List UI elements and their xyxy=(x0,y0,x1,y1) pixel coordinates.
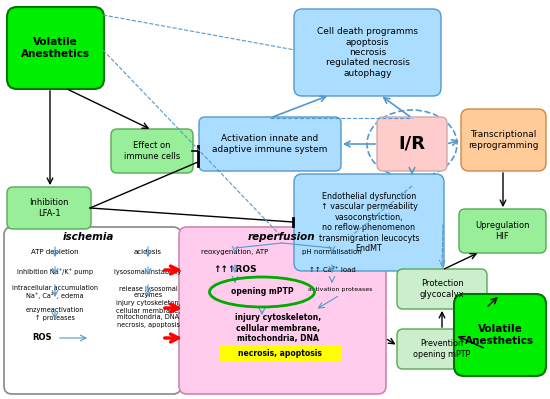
FancyBboxPatch shape xyxy=(219,345,341,361)
Text: Volatile
Anesthetics: Volatile Anesthetics xyxy=(465,324,535,346)
Text: intracellular accumulation
Na⁺, Ca²⁺, edema: intracellular accumulation Na⁺, Ca²⁺, ed… xyxy=(12,285,98,299)
Text: activation proteases: activation proteases xyxy=(308,288,372,292)
Text: Prevention
opening mPTP: Prevention opening mPTP xyxy=(414,339,471,359)
Text: opening mPTP: opening mPTP xyxy=(230,288,293,296)
Text: enzymeactivation
↑ proteases: enzymeactivation ↑ proteases xyxy=(26,307,84,320)
FancyBboxPatch shape xyxy=(461,109,546,171)
FancyBboxPatch shape xyxy=(7,7,104,89)
Text: Endothelial dysfunction
↑ vascular permeability
vasoconstriction,
no reflow phen: Endothelial dysfunction ↑ vascular perme… xyxy=(319,192,419,253)
Text: injury cytoskeleton,
cellular membrane,
mitochondria, DNA
necrosis, apoptosis: injury cytoskeleton, cellular membrane, … xyxy=(116,300,180,328)
Text: Volatile
Anesthetics: Volatile Anesthetics xyxy=(21,37,90,59)
FancyBboxPatch shape xyxy=(179,227,386,394)
Text: lysosomal instability: lysosomal instability xyxy=(114,269,182,275)
FancyBboxPatch shape xyxy=(397,269,487,309)
Text: Upregulation
HIF: Upregulation HIF xyxy=(475,221,530,241)
Text: acidosis: acidosis xyxy=(134,249,162,255)
FancyBboxPatch shape xyxy=(377,117,447,171)
FancyBboxPatch shape xyxy=(111,129,193,173)
Text: inhibition Na⁺/K⁺ pump: inhibition Na⁺/K⁺ pump xyxy=(17,269,93,275)
Text: ROS: ROS xyxy=(32,334,52,342)
Text: ↑↑ Ca²⁺ load: ↑↑ Ca²⁺ load xyxy=(309,267,355,273)
FancyBboxPatch shape xyxy=(7,187,91,229)
Text: Transcriptional
reprogramming: Transcriptional reprogramming xyxy=(468,130,539,150)
Text: release lysosomal
enzymes: release lysosomal enzymes xyxy=(119,286,177,298)
FancyBboxPatch shape xyxy=(459,209,546,253)
Text: Cell death programms
apoptosis
necrosis
regulated necrosis
autophagy: Cell death programms apoptosis necrosis … xyxy=(317,27,418,78)
Text: reoxygenation, ATP: reoxygenation, ATP xyxy=(201,249,268,255)
Text: ATP depletion: ATP depletion xyxy=(31,249,79,255)
Text: ischemia: ischemia xyxy=(62,232,114,242)
Text: necrosis, apoptosis: necrosis, apoptosis xyxy=(238,348,322,358)
Text: reperfusion: reperfusion xyxy=(248,232,316,242)
Text: Effect on
immune cells: Effect on immune cells xyxy=(124,141,180,161)
FancyBboxPatch shape xyxy=(294,174,444,271)
FancyBboxPatch shape xyxy=(294,9,441,96)
FancyBboxPatch shape xyxy=(397,329,487,369)
Text: pH normalisation: pH normalisation xyxy=(302,249,362,255)
Text: Protection
glycocalyx: Protection glycocalyx xyxy=(420,279,464,299)
FancyBboxPatch shape xyxy=(454,294,546,376)
Text: Inhibition
LFA-1: Inhibition LFA-1 xyxy=(29,198,69,218)
Text: ↑↑↑ROS: ↑↑↑ROS xyxy=(213,265,257,275)
Text: I/R: I/R xyxy=(399,135,426,153)
Text: Activation innate and
adaptive immune system: Activation innate and adaptive immune sy… xyxy=(212,134,328,154)
Text: injury cytoskeleton,
cellular membrane,
mitochondria, DNA: injury cytoskeleton, cellular membrane, … xyxy=(235,313,321,343)
FancyBboxPatch shape xyxy=(199,117,341,171)
FancyBboxPatch shape xyxy=(4,227,181,394)
